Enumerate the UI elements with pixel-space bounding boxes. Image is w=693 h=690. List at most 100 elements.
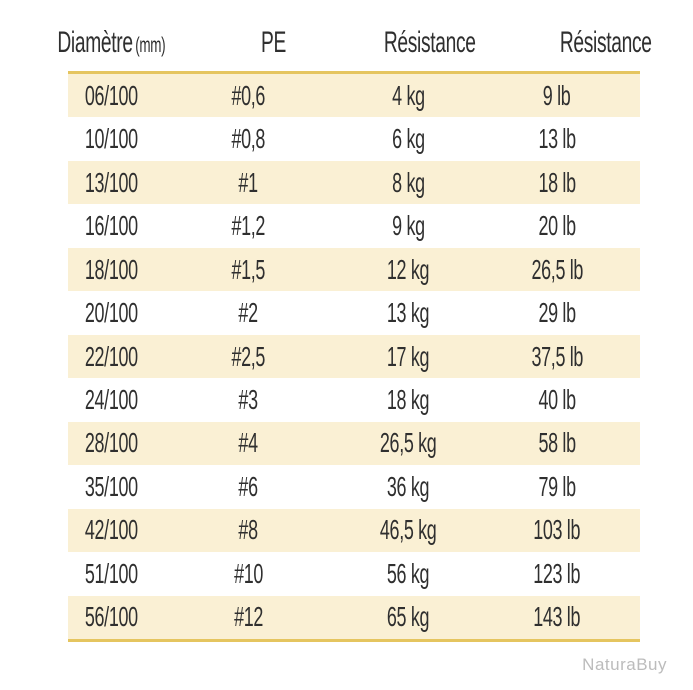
- cell-text: 13 kg: [387, 297, 430, 329]
- resistance-kg-cell: 26,5 kg: [343, 427, 475, 459]
- resistance-lb-cell: 29 lb: [474, 297, 640, 329]
- pe-cell: #3: [154, 384, 343, 416]
- table-row: 24/100 #3 18 kg 40 lb: [68, 378, 640, 422]
- pe-cell: #6: [154, 471, 343, 503]
- resistance-lb-cell: 20 lb: [474, 210, 640, 242]
- cell-text: 10/100: [84, 123, 138, 155]
- cell-text: 16/100: [84, 210, 138, 242]
- table-row: 13/100 #1 8 kg 18 lb: [68, 160, 640, 205]
- table-row: 16/100 #1,2 9 kg 20 lb: [68, 204, 640, 248]
- pe-cell: #8: [154, 514, 343, 546]
- cell-text: 56 kg: [387, 557, 430, 589]
- cell-text: 40 lb: [538, 384, 576, 416]
- resistance-lb-cell: 18 lb: [474, 167, 640, 199]
- header-pe: PE: [222, 26, 326, 60]
- header-diameter: Diamètre (mm): [0, 26, 222, 60]
- resistance-kg-cell: 65 kg: [343, 601, 475, 633]
- cell-text: 26,5 lb: [531, 253, 583, 285]
- cell-text: 9 kg: [392, 210, 425, 242]
- table-row: 28/100 #4 26,5 kg 58 lb: [68, 421, 640, 466]
- table-row: 10/100 #0,8 6 kg 13 lb: [68, 117, 640, 161]
- resistance-kg-cell: 46,5 kg: [343, 514, 475, 546]
- resistance-kg-cell: 13 kg: [343, 297, 475, 329]
- resistance-kg-cell: 9 kg: [343, 210, 475, 242]
- pe-cell: #1,2: [154, 210, 343, 242]
- cell-text: 51/100: [84, 557, 138, 589]
- resistance-lb-cell: 40 lb: [474, 384, 640, 416]
- cell-text: 18/100: [84, 253, 138, 285]
- cell-text: 56/100: [84, 601, 138, 633]
- cell-text: #3: [238, 384, 259, 416]
- cell-text: 42/100: [84, 514, 138, 546]
- cell-text: 58 lb: [538, 427, 576, 459]
- diameter-cell: 16/100: [68, 210, 154, 242]
- cell-text: 37,5 lb: [531, 340, 583, 372]
- resistance-kg-cell: 18 kg: [343, 384, 475, 416]
- cell-text: #0,6: [231, 79, 265, 111]
- resistance-lb-cell: 9 lb: [474, 80, 640, 112]
- cell-text: 35/100: [84, 470, 138, 502]
- header-diameter-label: Diamètre: [56, 26, 133, 59]
- cell-text: 22/100: [84, 340, 138, 372]
- cell-text: #6: [238, 470, 259, 502]
- resistance-lb-cell: 123 lb: [474, 558, 640, 590]
- diameter-cell: 35/100: [68, 471, 154, 503]
- diameter-cell: 28/100: [68, 427, 154, 459]
- resistance-lb-cell: 26,5 lb: [474, 254, 640, 286]
- cell-text: 20/100: [84, 297, 138, 329]
- cell-text: 6 kg: [392, 123, 425, 155]
- cell-text: #0,8: [231, 123, 265, 155]
- cell-text: #10: [233, 557, 263, 589]
- diameter-cell: 06/100: [68, 80, 154, 112]
- header-resistance-lb-label: Résistance: [559, 26, 652, 59]
- pe-cell: #1: [154, 167, 343, 199]
- resistance-lb-cell: 103 lb: [474, 514, 640, 546]
- resistance-lb-cell: 58 lb: [474, 427, 640, 459]
- table-row: 22/100 #2,5 17 kg 37,5 lb: [68, 334, 640, 379]
- resistance-lb-cell: 37,5 lb: [474, 341, 640, 373]
- resistance-kg-cell: 56 kg: [343, 558, 475, 590]
- cell-text: 13 lb: [538, 123, 576, 155]
- cell-text: #2: [238, 297, 259, 329]
- cell-text: #12: [233, 601, 263, 633]
- resistance-kg-cell: 17 kg: [343, 341, 475, 373]
- diameter-cell: 20/100: [68, 297, 154, 329]
- cell-text: #1: [238, 166, 259, 198]
- cell-text: 36 kg: [387, 470, 430, 502]
- diameter-cell: 51/100: [68, 558, 154, 590]
- diameter-cell: 56/100: [68, 601, 154, 633]
- resistance-kg-cell: 12 kg: [343, 254, 475, 286]
- pe-cell: #12: [154, 601, 343, 633]
- pe-cell: #2: [154, 297, 343, 329]
- pe-cell: #1,5: [154, 254, 343, 286]
- cell-text: 29 lb: [538, 297, 576, 329]
- table-row: 18/100 #1,5 12 kg 26,5 lb: [68, 247, 640, 292]
- diameter-cell: 13/100: [68, 167, 154, 199]
- cell-text: 46,5 kg: [380, 514, 437, 546]
- cell-text: #1,5: [231, 253, 265, 285]
- table-row: 35/100 #6 36 kg 79 lb: [68, 465, 640, 509]
- cell-text: 24/100: [84, 384, 138, 416]
- cell-text: #2,5: [231, 340, 265, 372]
- pe-cell: #0,6: [154, 80, 343, 112]
- table-row: 51/100 #10 56 kg 123 lb: [68, 552, 640, 596]
- header-pe-label: PE: [261, 26, 287, 59]
- resistance-lb-cell: 13 lb: [474, 123, 640, 155]
- pe-cell: #2,5: [154, 341, 343, 373]
- cell-text: #1,2: [231, 210, 265, 242]
- cell-text: 17 kg: [387, 340, 430, 372]
- diameter-cell: 24/100: [68, 384, 154, 416]
- diameter-cell: 42/100: [68, 514, 154, 546]
- cell-text: 13/100: [84, 166, 138, 198]
- cell-text: #8: [238, 514, 259, 546]
- cell-text: 9 lb: [543, 79, 571, 111]
- resistance-lb-cell: 79 lb: [474, 471, 640, 503]
- table-row: 20/100 #2 13 kg 29 lb: [68, 291, 640, 335]
- cell-text: 123 lb: [533, 557, 581, 589]
- table-row: 56/100 #12 65 kg 143 lb: [68, 595, 640, 640]
- header-diameter-unit: (mm): [134, 34, 165, 57]
- pe-cell: #10: [154, 558, 343, 590]
- naturabuy-watermark: NaturaBuy: [582, 655, 667, 674]
- resistance-lb-cell: 143 lb: [474, 601, 640, 633]
- cell-text: 103 lb: [533, 514, 581, 546]
